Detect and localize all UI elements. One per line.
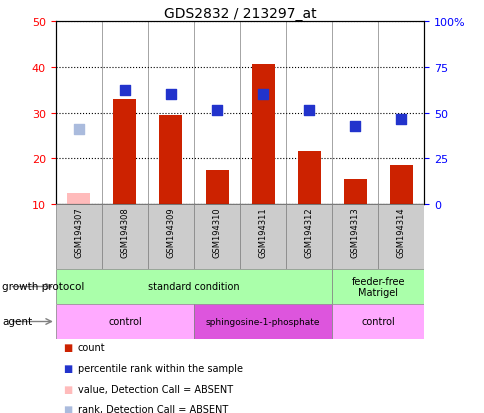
Bar xyxy=(113,100,136,204)
Point xyxy=(121,87,129,94)
Point xyxy=(75,126,82,133)
Bar xyxy=(297,152,320,204)
Text: standard condition: standard condition xyxy=(148,282,239,292)
Bar xyxy=(159,116,182,204)
Point xyxy=(258,92,266,98)
Bar xyxy=(332,304,424,339)
Bar xyxy=(389,166,412,204)
Bar xyxy=(251,65,274,204)
Bar xyxy=(343,179,366,204)
Text: ■: ■ xyxy=(63,384,72,394)
Bar xyxy=(332,269,424,304)
Point xyxy=(350,123,358,130)
Bar xyxy=(148,204,194,269)
Bar xyxy=(56,269,332,304)
Text: GSM194307: GSM194307 xyxy=(74,206,83,257)
Text: GSM194312: GSM194312 xyxy=(304,206,313,257)
Bar xyxy=(56,204,102,269)
Text: agent: agent xyxy=(2,317,32,327)
Point xyxy=(166,92,174,98)
Text: GSM194314: GSM194314 xyxy=(396,206,405,257)
Text: ■: ■ xyxy=(63,342,72,352)
Text: GSM194310: GSM194310 xyxy=(212,206,221,257)
Title: GDS2832 / 213297_at: GDS2832 / 213297_at xyxy=(164,7,316,21)
Bar xyxy=(332,204,378,269)
Point xyxy=(304,108,312,114)
Bar xyxy=(205,170,228,204)
Point xyxy=(212,108,220,114)
Bar xyxy=(194,204,240,269)
Bar xyxy=(102,204,148,269)
Text: count: count xyxy=(77,342,105,352)
Bar xyxy=(194,304,332,339)
Bar xyxy=(56,304,194,339)
Text: GSM194313: GSM194313 xyxy=(350,206,359,257)
Text: GSM194311: GSM194311 xyxy=(258,206,267,257)
Text: control: control xyxy=(361,317,394,327)
Bar xyxy=(286,204,332,269)
Text: control: control xyxy=(108,317,141,327)
Text: ■: ■ xyxy=(63,363,72,373)
Text: feeder-free
Matrigel: feeder-free Matrigel xyxy=(351,276,404,298)
Text: GSM194308: GSM194308 xyxy=(120,206,129,257)
Text: percentile rank within the sample: percentile rank within the sample xyxy=(77,363,242,373)
Text: ■: ■ xyxy=(63,404,72,413)
Text: GSM194309: GSM194309 xyxy=(166,206,175,257)
Bar xyxy=(67,193,90,204)
Point xyxy=(396,117,404,123)
Bar xyxy=(240,204,286,269)
Bar xyxy=(378,204,424,269)
Text: growth protocol: growth protocol xyxy=(2,282,85,292)
Text: value, Detection Call = ABSENT: value, Detection Call = ABSENT xyxy=(77,384,232,394)
Text: sphingosine-1-phosphate: sphingosine-1-phosphate xyxy=(205,317,320,326)
Text: rank, Detection Call = ABSENT: rank, Detection Call = ABSENT xyxy=(77,404,227,413)
